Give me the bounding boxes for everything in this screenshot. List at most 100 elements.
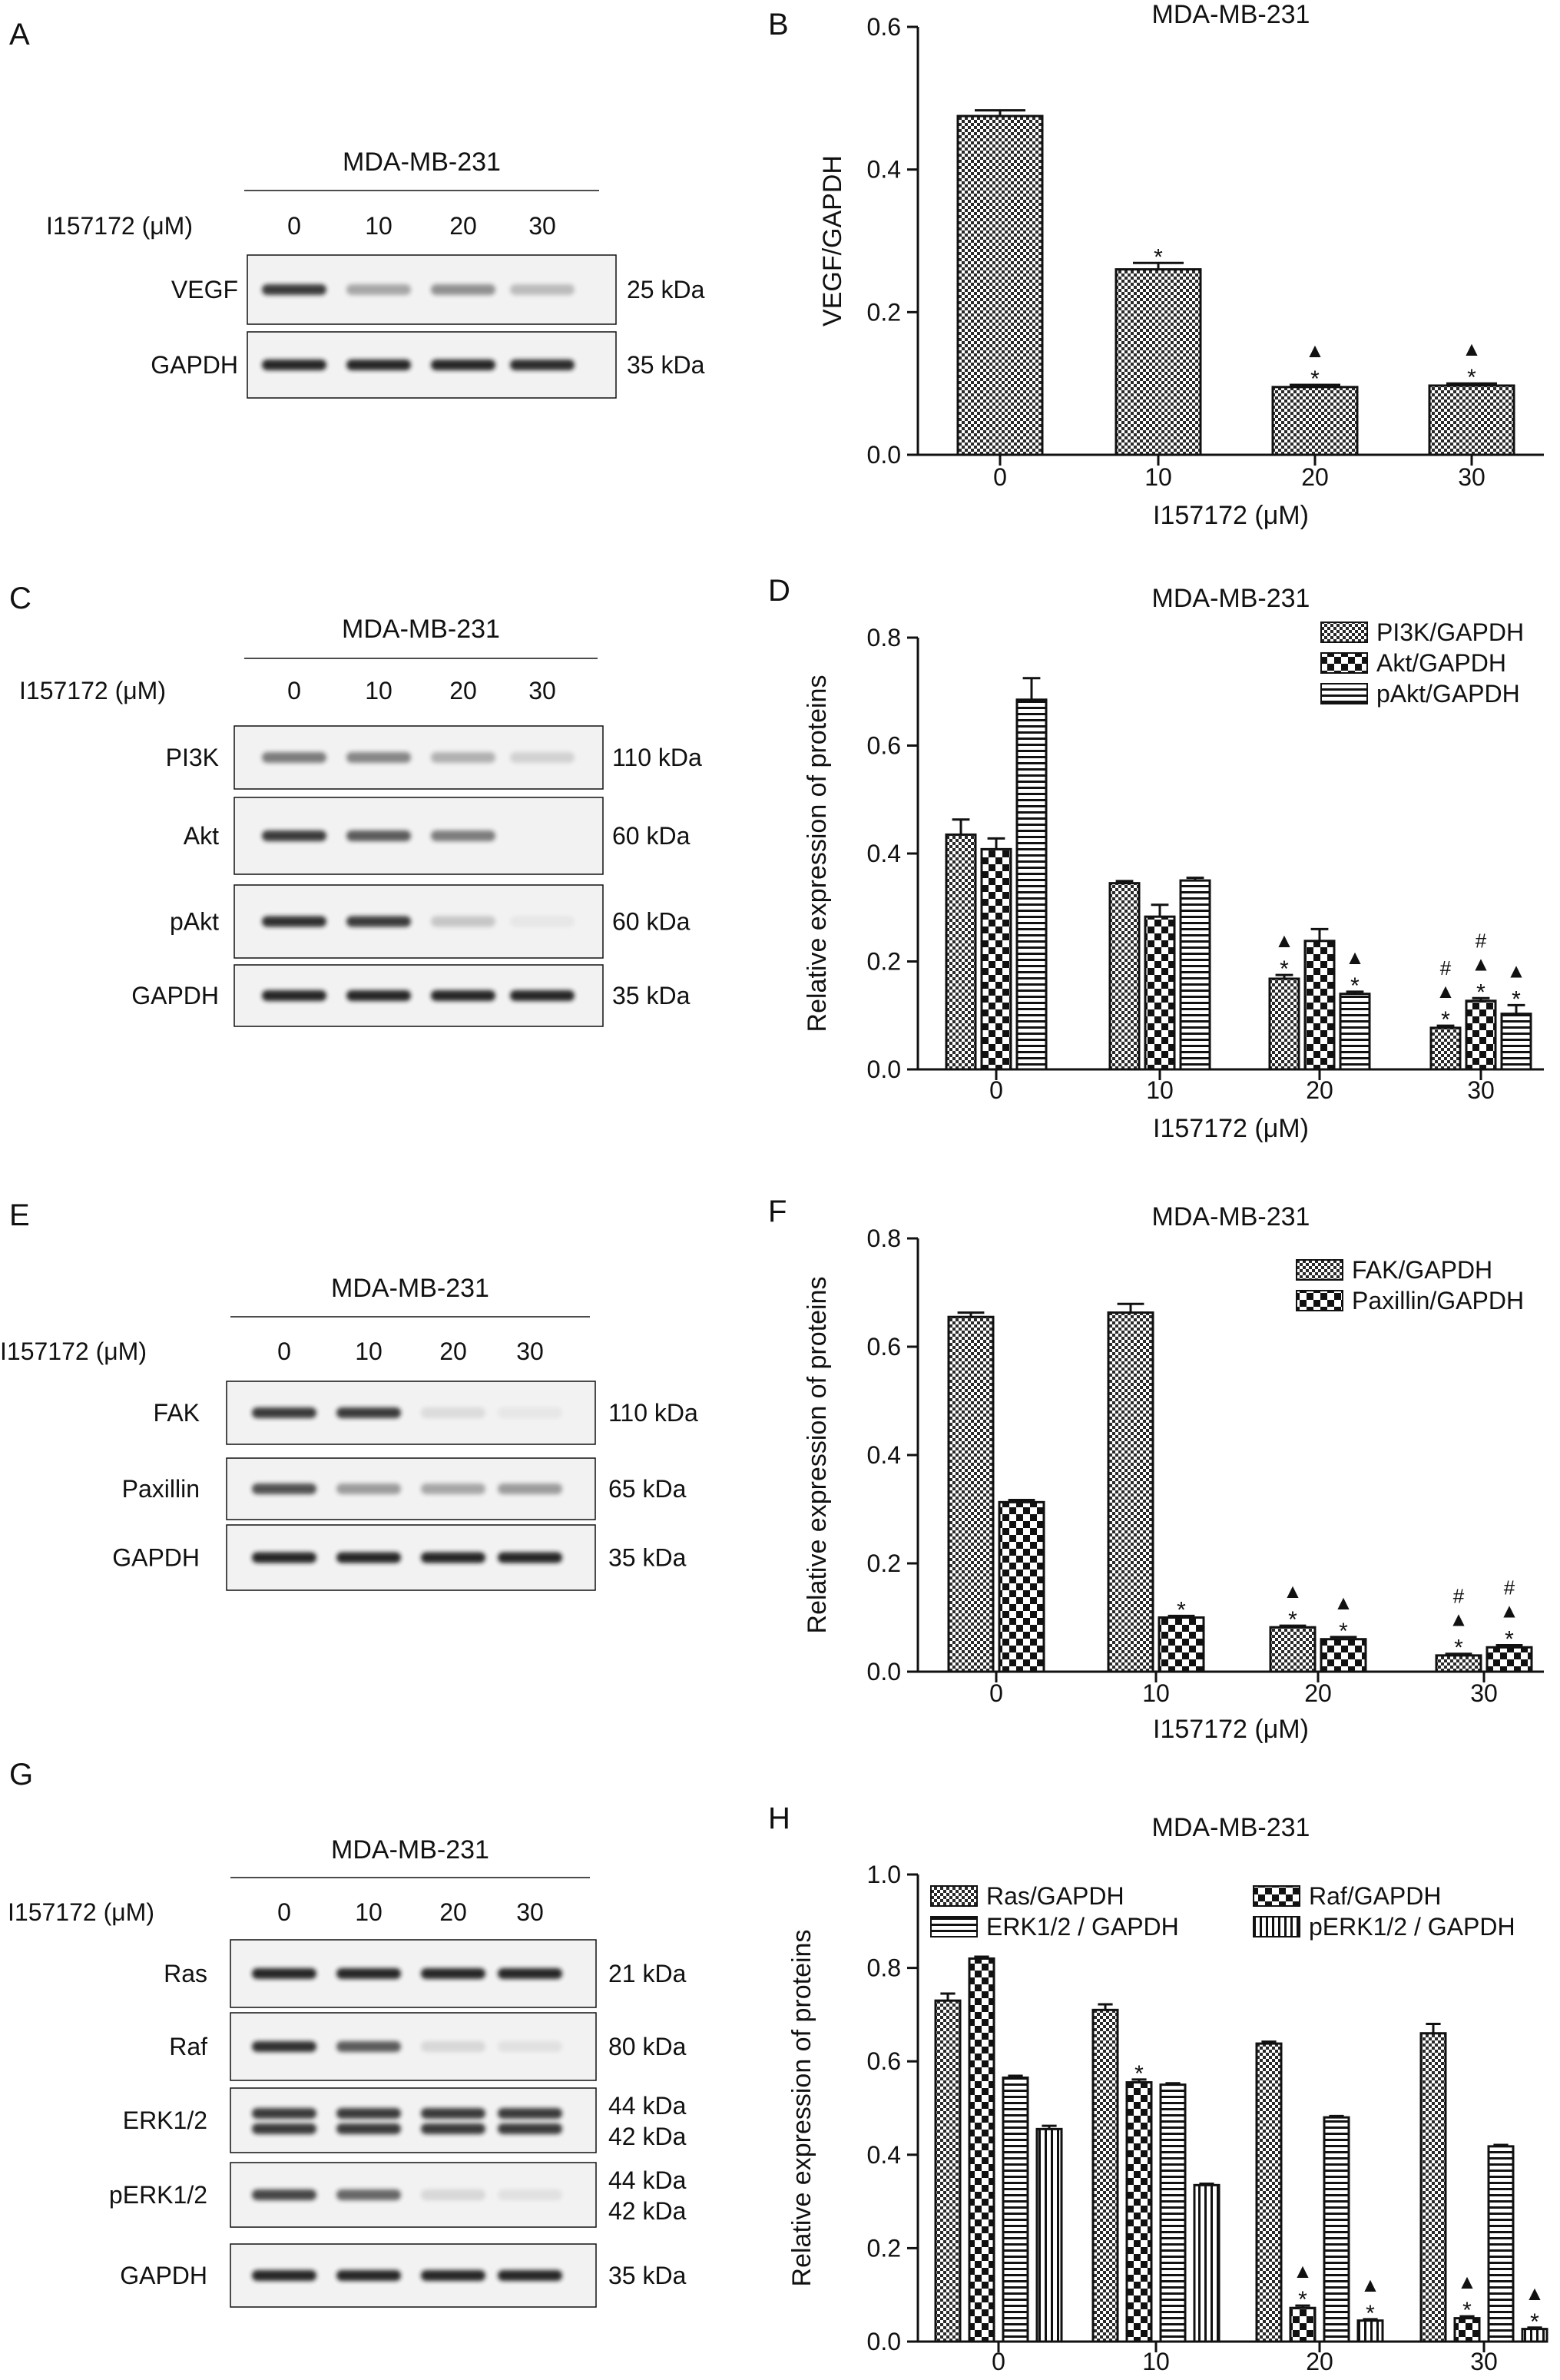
bar: [1356, 2319, 1384, 2343]
x-axis-title: I157172 (μM): [1153, 501, 1309, 530]
blot-cell-line-label: MDA-MB-231: [331, 1835, 489, 1865]
blot-protein-label: Ras: [164, 1960, 207, 1987]
blot-lane-label: 30: [516, 1338, 544, 1365]
y-tick-label: 0.4: [867, 2141, 901, 2169]
blot-row-akt: Akt 60 kDa: [184, 797, 691, 875]
x-axis-title: I157172 (μM): [1153, 1715, 1309, 1744]
y-tick-label: 0.6: [867, 2047, 901, 2075]
blot-band: [262, 752, 326, 763]
blot-lane-label: 10: [355, 1338, 383, 1365]
legend-swatch: [1296, 1259, 1343, 1281]
blot-size-label: 110 kDa: [612, 744, 702, 771]
blot-band-upper: [498, 2108, 562, 2119]
y-axis-title: Relative expression of proteins: [803, 1277, 832, 1634]
x-tick-label: 0: [993, 463, 1007, 491]
bar: [956, 114, 1044, 456]
bar: [1429, 1026, 1462, 1071]
blot-band-upper: [252, 2108, 316, 2119]
blot-band: [510, 990, 575, 1001]
x-tick-label: 0: [992, 2348, 1005, 2375]
blot-band: [431, 830, 495, 841]
chart-panel-f: F MDA-MB-231 0.0 0.2 0.4 0.6 0.8 0 10 20 30 I157172…: [768, 1195, 1544, 1744]
series-ras-gapdh: [934, 1992, 1447, 2343]
legend-label: pAkt/GAPDH: [1376, 680, 1520, 708]
significance-mark: *: [1505, 1626, 1514, 1652]
significance-mark: *: [1298, 2287, 1307, 2312]
significance-mark: ▲: [1499, 1599, 1519, 1622]
blot-band: [431, 916, 495, 927]
blot-band: [336, 2270, 401, 2281]
blot-band: [421, 2189, 485, 2200]
bar: [934, 1999, 962, 2343]
bar: [1303, 940, 1336, 1071]
blot-band: [262, 360, 326, 370]
chart-title: MDA-MB-231: [1152, 0, 1310, 29]
legend-swatch: [930, 1885, 978, 1907]
significance-mark: ▲: [1345, 946, 1365, 969]
legend-swatch: [1296, 1290, 1343, 1311]
chart-title: MDA-MB-231: [1152, 1813, 1310, 1842]
significance-mark: *: [1280, 956, 1289, 982]
blot-protein-label: Paxillin: [122, 1475, 200, 1503]
bar: [1485, 1646, 1533, 1673]
blot-band: [262, 990, 326, 1001]
significance-mark: *: [1512, 986, 1521, 1012]
chart-panel-d: D MDA-MB-231 0.0 0.2 0.4 0.6 0.8 0 10 20 30 I157172…: [768, 574, 1544, 1143]
blot-treatment-label: I157172 (μM): [19, 677, 166, 704]
blot-band: [510, 916, 575, 927]
y-tick-label: 0.2: [867, 2234, 901, 2262]
x-tick-label: 20: [1304, 1679, 1332, 1707]
x-tick-label: 30: [1470, 2348, 1498, 2375]
x-tick-label: 20: [1306, 2348, 1333, 2375]
blot-row-gapdh: GAPDH 35 kDa: [120, 2243, 687, 2308]
blot-band: [431, 990, 495, 1001]
bar: [1015, 698, 1048, 1071]
significance-mark: *: [1154, 244, 1163, 270]
blot-size-label: 42 kDa: [608, 2197, 687, 2225]
significance-mark: *: [1339, 1619, 1348, 1644]
chart-panel-b: B MDA-MB-231 0.0 0.2 0.4 0.6 0 10 20 30 I157172 (μ…: [768, 0, 1544, 530]
blot-band-lower: [336, 2123, 401, 2134]
blot-lane-label: 0: [287, 212, 301, 240]
blot-band: [421, 1483, 485, 1494]
significance-mark: ▲: [1360, 2273, 1380, 2296]
blot-lane-label: 30: [516, 1898, 544, 1926]
significance-mark: #: [1476, 929, 1487, 952]
y-tick-label: 0.6: [867, 1333, 901, 1361]
blot-band: [498, 1552, 562, 1563]
blot-band: [252, 2041, 316, 2052]
blot-protein-label: GAPDH: [131, 982, 219, 1009]
blot-band: [252, 2270, 316, 2281]
bar: [1002, 2076, 1029, 2343]
series-paxillin-gapdh: **▲*▲#: [998, 1499, 1533, 1673]
blot-band: [421, 1407, 485, 1418]
chart-title: MDA-MB-231: [1152, 1202, 1310, 1231]
panel-letter-e: E: [9, 1198, 30, 1232]
blot-row-gapdh: GAPDH 35 kDa: [112, 1524, 687, 1591]
blot-size-label: 42 kDa: [608, 2123, 687, 2150]
legend-swatch: [1253, 1916, 1300, 1937]
x-tick-label: 0: [989, 1076, 1003, 1104]
x-tick-label: 10: [1142, 1679, 1170, 1707]
legend-swatch: [1320, 652, 1368, 674]
blot-band-upper: [336, 2108, 401, 2119]
legend-swatch: [930, 1916, 978, 1937]
significance-mark: ▲: [1457, 2270, 1477, 2293]
bar: [1125, 2081, 1153, 2343]
blot-protein-label: FAK: [154, 1399, 200, 1427]
bar: [947, 1315, 995, 1673]
blot-band: [498, 2041, 562, 2052]
y-tick-label: 1.0: [867, 1861, 901, 1888]
significance-mark: ▲: [1471, 952, 1491, 975]
y-tick-label: 0.0: [867, 2328, 901, 2355]
blot-cell-line-label: MDA-MB-231: [343, 148, 501, 177]
y-tick-label: 0.0: [867, 441, 901, 469]
blot-size-label: 110 kDa: [608, 1399, 698, 1427]
significance-mark: #: [1440, 956, 1452, 980]
y-tick-label: 0.0: [867, 1658, 901, 1686]
blot-band: [498, 1407, 562, 1418]
significance-mark: *: [1530, 2309, 1539, 2335]
bar: [1144, 915, 1176, 1071]
